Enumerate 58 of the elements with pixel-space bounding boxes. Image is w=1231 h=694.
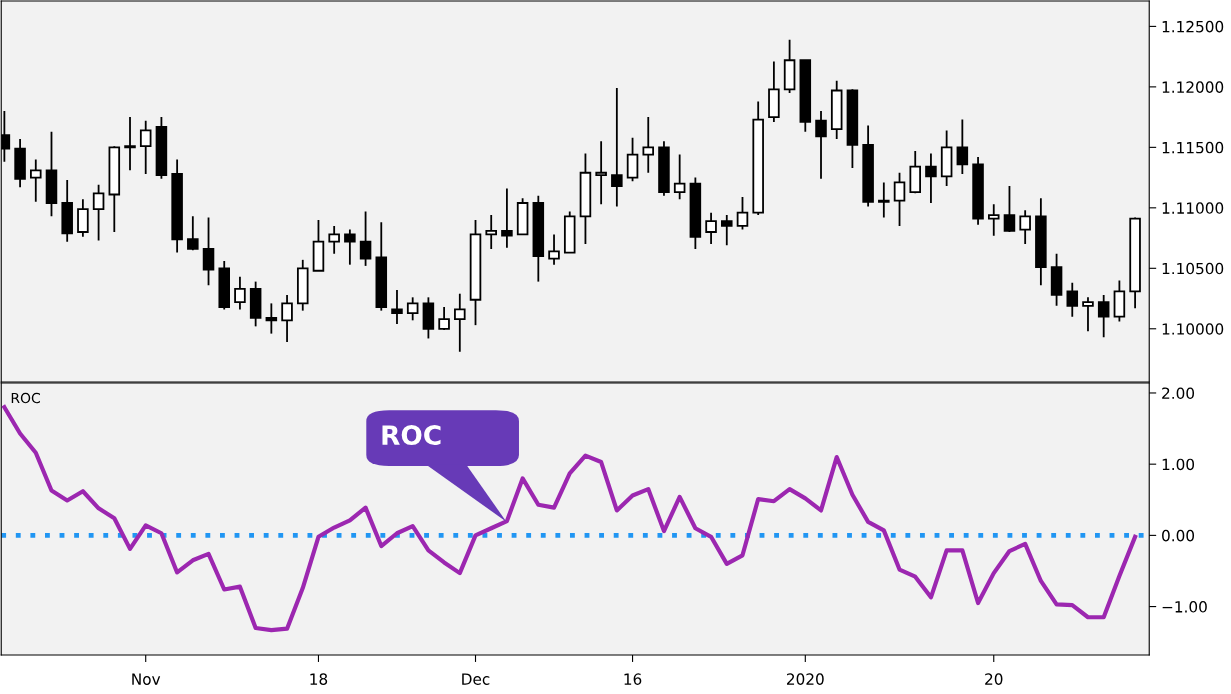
candlestick [595,140,607,206]
y-tick-label: 1.12000 [1162,81,1224,93]
candlestick [1082,296,1094,333]
candlestick [815,110,827,180]
y-tick-label: 1.10500 [1162,262,1224,275]
y-tick-label: 2.00 [1162,387,1195,399]
x-tick-label: Nov [132,673,161,685]
candlestick [611,87,623,208]
candlestick [265,302,278,335]
candlestick [406,296,419,322]
y-tick-label: −1.00 [1162,601,1207,613]
y-tick-label: 1.11500 [1162,141,1224,154]
candlestick [328,225,340,255]
candlestick [987,203,1000,237]
x-tick-label: 2020 [786,673,824,685]
candlestick [878,181,890,219]
candlestick [1019,209,1031,246]
candlestick [721,214,733,247]
x-tick-label: 20 [985,673,1003,685]
candlestick [626,136,639,183]
candlestick [1097,294,1110,339]
candlestick [454,292,466,353]
candlestick [77,198,89,238]
candlestick [705,211,717,246]
candlestick [438,306,450,331]
candlestick [92,183,105,242]
candlestick [139,119,152,175]
candlestick [202,216,215,287]
annotation: ROC [382,425,441,446]
candlestick [642,116,655,174]
candlestick [281,294,293,343]
candlestick [485,214,497,250]
x-tick-label: 16 [624,673,642,685]
y-tick-label: 1.00 [1162,458,1195,471]
candlestick [501,187,513,249]
candlestick [124,116,136,172]
candlestick [548,233,560,266]
line-series [2,405,1138,633]
y-tick-label: 1.11000 [1162,202,1224,214]
candlestick [956,118,969,175]
candlestick [736,196,749,231]
y-tick-label: 1.12500 [1162,20,1224,33]
candlestick [344,228,356,266]
candlestick [187,215,199,252]
candlestick [673,153,686,201]
x-tick-label: Dec [462,673,490,685]
candlestick [30,158,42,203]
candlestick [391,289,403,325]
y-tick-label: 0.00 [1162,529,1195,542]
candlestick [1066,281,1079,318]
candlestick [234,275,246,311]
candlestick [925,152,937,204]
candlestick [893,171,906,227]
y-tick-label: 1.10000 [1162,323,1224,335]
candlestick [359,210,372,267]
text: ROC [11,392,40,404]
candlestick [1003,185,1016,233]
x-tick-label: 18 [310,673,328,685]
